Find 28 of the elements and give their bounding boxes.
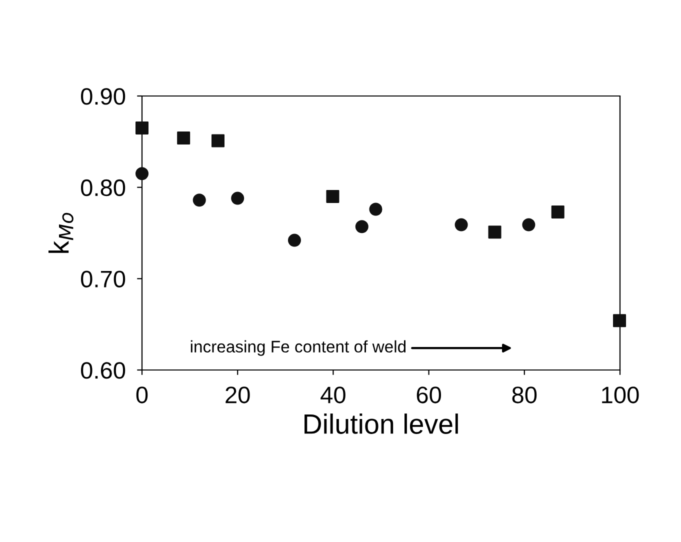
x-tick-label: 80 [512,386,537,404]
annotation: increasing Fe content of weld [190,340,406,356]
point [613,314,626,328]
point [288,234,301,247]
point [192,194,206,207]
point [522,218,536,232]
y-tick-label: 0.60 [81,362,126,379]
x-tick-label: 60 [416,386,442,404]
point [454,218,468,232]
point [355,220,368,234]
point [488,226,502,239]
y-tick-label: 0.70 [81,270,126,288]
point [231,192,244,205]
y-tick-label: 0.90 [81,88,126,105]
point [211,134,225,148]
point [177,132,190,145]
point [369,202,382,216]
point [135,121,149,134]
x-tick-label: 20 [226,386,250,404]
point [135,167,149,180]
y-tick-label: 0.80 [81,179,126,196]
y-axis-title: k$_{Mo}$ [48,212,74,253]
point [326,190,340,203]
x-tick-label: 40 [320,386,346,404]
point [551,205,564,218]
x-tick-label: 0 [136,386,148,404]
x-tick-label: 100 [602,386,639,404]
x-axis-title: Dilution level [304,414,458,434]
